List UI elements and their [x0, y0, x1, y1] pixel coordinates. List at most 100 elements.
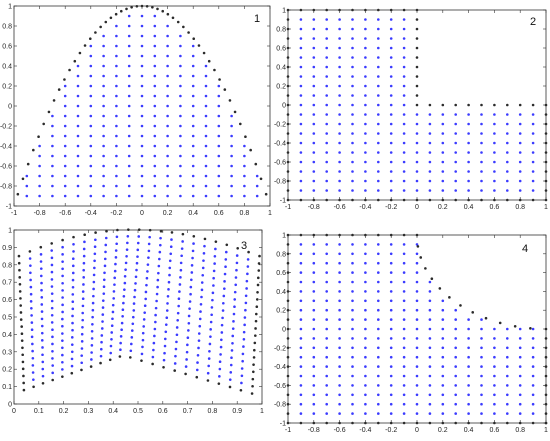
interior-point — [299, 261, 303, 265]
boundary-point — [213, 68, 216, 72]
interior-point — [506, 132, 509, 135]
boundary-point — [402, 198, 406, 202]
boundary-point — [145, 5, 149, 8]
interior-point — [441, 141, 445, 145]
interior-point — [299, 243, 303, 246]
interior-point — [441, 151, 445, 154]
interior-point — [178, 283, 182, 286]
interior-point — [102, 114, 105, 118]
interior-point — [209, 320, 213, 324]
interior-point — [89, 104, 93, 108]
interior-point — [377, 189, 380, 192]
interior-point — [364, 365, 367, 368]
boundary-point — [544, 170, 548, 173]
interior-point — [127, 24, 131, 28]
interior-point — [402, 27, 406, 31]
interior-point — [531, 170, 535, 173]
boundary-point — [415, 18, 419, 21]
interior-point — [364, 27, 367, 31]
interior-point — [154, 320, 157, 324]
interior-point — [325, 132, 329, 135]
interior-point — [166, 54, 169, 58]
interior-point — [377, 327, 380, 331]
interior-point — [506, 160, 509, 164]
interior-point — [76, 134, 80, 138]
interior-point — [179, 124, 182, 128]
interior-point — [166, 154, 169, 158]
interior-point — [415, 151, 419, 154]
interior-point — [179, 84, 182, 88]
interior-point — [145, 283, 148, 287]
boundary-point — [480, 421, 483, 425]
interior-point — [166, 134, 169, 138]
interior-point — [70, 336, 74, 339]
interior-point — [506, 170, 509, 173]
boundary-point — [130, 6, 133, 9]
interior-point — [144, 297, 147, 301]
interior-point — [338, 56, 341, 59]
interior-point — [299, 94, 303, 97]
boundary-point — [531, 421, 535, 425]
boundary-point — [415, 27, 419, 31]
boundary-point — [104, 20, 108, 24]
interior-point — [166, 104, 169, 108]
interior-point — [204, 114, 208, 118]
y-tick-label: 0.8 — [276, 251, 286, 258]
boundary-point — [498, 321, 502, 325]
interior-point — [231, 327, 235, 330]
interior-point — [153, 114, 157, 118]
x-tick-label: 0 — [140, 210, 144, 217]
interior-point — [415, 189, 419, 192]
interior-point — [402, 355, 406, 359]
interior-point — [415, 141, 419, 145]
interior-point — [157, 271, 160, 275]
boundary-point — [26, 162, 30, 166]
y-tick-label: 0.6 — [276, 46, 286, 53]
interior-point — [31, 342, 34, 346]
interior-point — [389, 346, 393, 350]
interior-point — [428, 374, 432, 378]
boundary-point — [351, 198, 354, 202]
interior-point — [208, 349, 211, 353]
interior-point — [377, 412, 380, 415]
interior-point — [127, 154, 131, 158]
interior-point — [338, 151, 341, 154]
interior-point — [153, 34, 157, 38]
interior-point — [338, 141, 341, 145]
interior-point — [364, 280, 367, 284]
interior-point — [180, 254, 183, 258]
interior-point — [168, 259, 172, 263]
boundary-point — [252, 370, 255, 374]
x-tick-label: -1 — [285, 427, 291, 434]
interior-point — [115, 94, 118, 98]
interior-point — [38, 164, 41, 168]
boundary-point — [187, 31, 190, 34]
interior-point — [191, 54, 195, 58]
interior-point — [61, 267, 64, 271]
interior-point — [212, 276, 215, 280]
interior-point — [389, 103, 393, 107]
interior-point — [61, 353, 64, 357]
boundary-point — [127, 228, 130, 231]
interior-point — [325, 37, 329, 40]
interior-point — [454, 327, 458, 331]
boundary-point — [162, 365, 165, 369]
interior-point — [140, 34, 144, 38]
boundary-point — [253, 348, 256, 352]
interior-point — [81, 297, 85, 301]
interior-point — [136, 255, 139, 258]
x-tick-label: 0.2 — [438, 204, 448, 211]
interior-point — [255, 184, 259, 188]
interior-point — [415, 113, 419, 116]
interior-point — [531, 402, 535, 406]
interior-point — [134, 282, 137, 285]
interior-point — [190, 278, 193, 282]
interior-point — [39, 274, 43, 278]
interior-point — [141, 331, 145, 335]
interior-point — [241, 359, 244, 363]
interior-point — [115, 235, 119, 239]
interior-point — [89, 74, 93, 78]
interior-point — [159, 236, 162, 240]
interior-point — [389, 170, 393, 173]
interior-point — [153, 174, 157, 178]
